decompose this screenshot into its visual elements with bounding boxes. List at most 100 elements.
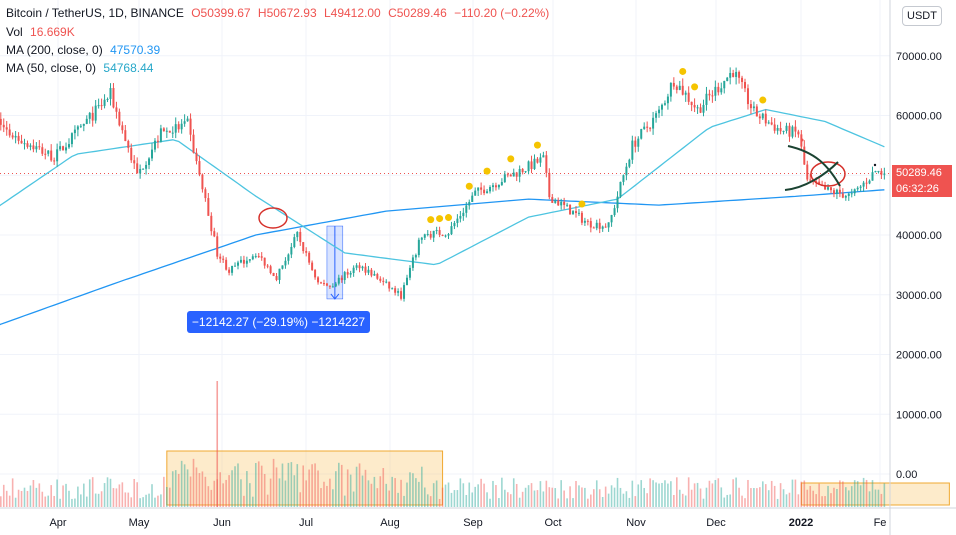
currency-button[interactable]: USDT xyxy=(902,6,942,26)
candle-body xyxy=(655,113,658,118)
candle-body xyxy=(500,182,503,185)
candle-body xyxy=(352,267,355,274)
candle-body xyxy=(305,251,308,253)
candle-body xyxy=(758,116,761,119)
volume-highlight-boxes xyxy=(166,450,950,506)
volume-bar xyxy=(379,476,382,507)
candle-body xyxy=(477,187,480,191)
candle-body xyxy=(67,144,70,148)
candle-body xyxy=(29,145,32,147)
volume-bar xyxy=(246,471,248,507)
volume-bar xyxy=(847,490,850,507)
candle-body xyxy=(236,262,239,266)
candle-body xyxy=(382,280,385,282)
volume-bar xyxy=(462,483,465,507)
volume-bar xyxy=(429,496,432,507)
candle-body xyxy=(115,107,118,112)
volume-bar xyxy=(418,481,420,507)
candle-body xyxy=(5,127,8,130)
volume-bar xyxy=(753,488,755,507)
candle-body xyxy=(752,106,755,109)
volume-bar xyxy=(551,487,554,507)
volume-bar xyxy=(809,485,812,507)
volume-bar xyxy=(373,476,376,507)
candle-body xyxy=(403,285,406,299)
candle-body xyxy=(346,272,349,275)
price-tick-label: 20000.00 xyxy=(896,350,942,362)
volume-bar xyxy=(400,479,402,507)
volume-bar xyxy=(720,487,723,507)
candle-body xyxy=(471,195,474,202)
volume-bar xyxy=(109,478,112,507)
candle-body xyxy=(239,259,242,263)
volume-bar xyxy=(764,484,767,507)
ma200-label[interactable]: MA (200, close, 0) xyxy=(6,43,103,57)
candle-body xyxy=(841,193,844,198)
volume-bar xyxy=(441,487,444,507)
candle-body xyxy=(447,234,450,236)
yellow-marker xyxy=(507,155,515,163)
candle-body xyxy=(862,182,865,187)
candle-body xyxy=(17,135,20,141)
candle-body xyxy=(56,149,59,162)
candle-body xyxy=(121,125,124,131)
volume-bar xyxy=(670,481,672,507)
candle-body xyxy=(361,266,364,269)
volume-bar xyxy=(456,490,459,507)
volume-label[interactable]: Vol xyxy=(6,25,23,39)
symbol-title[interactable]: Bitcoin / TetherUS, 1D, BINANCE xyxy=(6,6,184,20)
volume-bar xyxy=(438,498,441,507)
candle-body xyxy=(512,172,515,177)
candle-body xyxy=(435,230,438,232)
volume-bar xyxy=(773,485,776,507)
volume-bar xyxy=(74,498,76,507)
candle-body xyxy=(646,126,649,128)
candle-body xyxy=(631,140,634,160)
volume-bar xyxy=(687,477,690,507)
candle-body xyxy=(589,221,592,228)
candle-body xyxy=(832,190,835,194)
volume-bar xyxy=(272,458,275,507)
candle-body xyxy=(420,237,423,240)
volume-bar xyxy=(38,483,41,507)
time-tick-label: Apr xyxy=(49,517,66,529)
volume-bar xyxy=(684,495,687,507)
volume-bar xyxy=(174,470,177,507)
volume-bar xyxy=(252,496,254,507)
candle-body xyxy=(151,149,154,159)
candle-body xyxy=(103,99,106,106)
candle-body xyxy=(545,155,548,173)
ma50-label[interactable]: MA (50, close, 0) xyxy=(6,61,97,75)
volume-bar xyxy=(545,480,548,507)
volume-bar xyxy=(163,476,165,507)
candle-body xyxy=(459,216,462,219)
volume-bar xyxy=(171,471,174,507)
candle-body xyxy=(263,257,266,266)
volume-bar xyxy=(29,485,32,507)
measure-range-box xyxy=(326,225,344,300)
candle-body xyxy=(337,277,340,284)
candle-body xyxy=(50,150,53,161)
time-tick-label: Sep xyxy=(463,517,483,529)
measure-arrowhead xyxy=(330,293,340,300)
candle-body xyxy=(687,92,690,102)
volume-bar xyxy=(818,483,820,507)
volume-bar xyxy=(480,478,482,507)
candle-body xyxy=(112,88,115,108)
volume-bar xyxy=(263,473,266,507)
time-axis[interactable]: Apr May Jun Jul Aug Sep Oct Nov Dec 2022 Fe xyxy=(49,517,886,529)
volume-bar xyxy=(124,492,127,507)
volume-bar xyxy=(338,462,340,507)
volume-bar xyxy=(14,497,17,507)
candle-body xyxy=(183,121,186,124)
yellow-marker xyxy=(533,141,541,149)
volume-bar xyxy=(225,479,227,507)
candle-body xyxy=(189,118,192,135)
candle-body xyxy=(44,153,47,155)
volume-bar xyxy=(833,487,835,507)
volume-bar xyxy=(83,483,85,507)
ma50-legend: MA (50, close, 0) 54768.44 xyxy=(6,61,157,75)
volume-bar xyxy=(850,486,853,507)
